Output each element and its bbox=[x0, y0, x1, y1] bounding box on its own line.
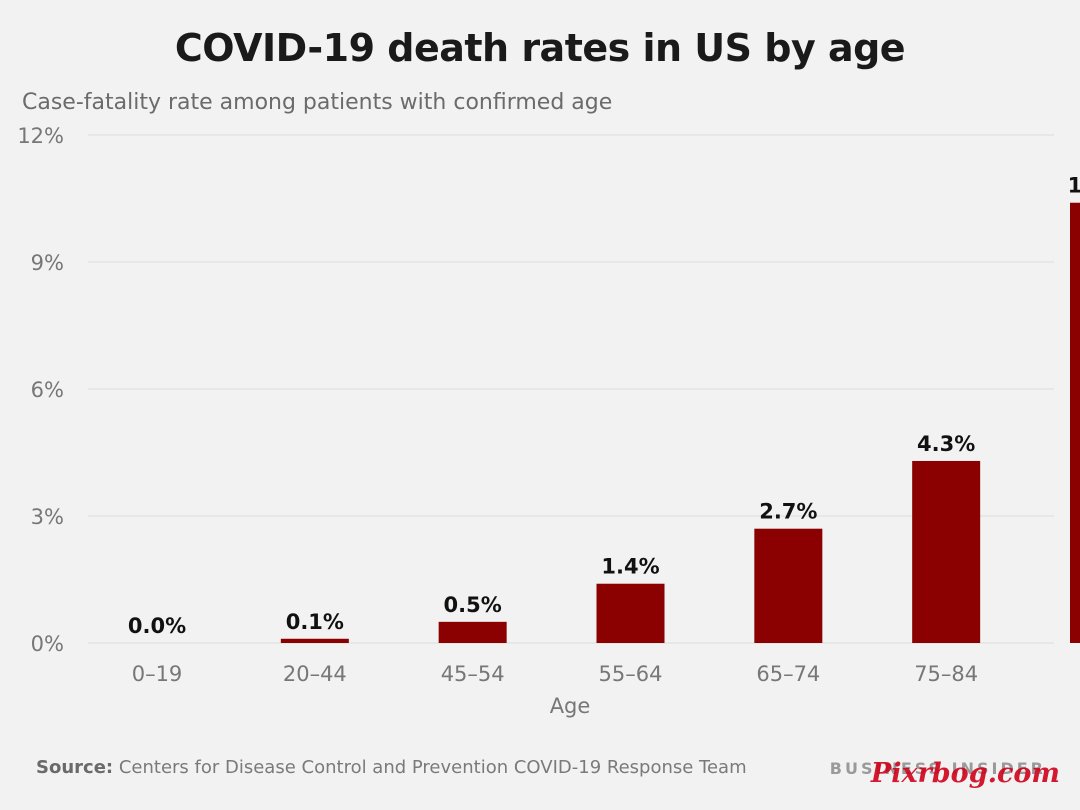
x-axis-label: Age bbox=[550, 694, 591, 718]
source-text: Centers for Disease Control and Preventi… bbox=[118, 757, 747, 778]
bar bbox=[754, 528, 823, 643]
bar bbox=[912, 460, 981, 643]
x-tick-label: 65–74 bbox=[756, 662, 820, 686]
chart-subtitle: Case-fatality rate among patients with c… bbox=[22, 90, 613, 115]
bar bbox=[1070, 202, 1080, 643]
x-tick-label: 45–54 bbox=[441, 662, 505, 686]
y-tick-label: 6% bbox=[31, 378, 64, 402]
x-tick-label: 75–84 bbox=[914, 662, 978, 686]
x-tick-label: 55–64 bbox=[599, 662, 663, 686]
y-tick-label: 9% bbox=[31, 251, 64, 275]
y-tick-label: 12% bbox=[17, 124, 64, 148]
source-note: Source: Centers for Disease Control and … bbox=[36, 757, 747, 778]
y-tick-label: 0% bbox=[31, 632, 64, 656]
bar bbox=[438, 621, 507, 643]
x-tick-label: 0–19 bbox=[132, 662, 183, 686]
brand-logo: BUSINESS INSIDER bbox=[829, 759, 1046, 778]
bar bbox=[596, 583, 665, 643]
bar bbox=[280, 638, 349, 643]
watermark: Pixrbog.com bbox=[870, 758, 1060, 789]
bar-value-label: 4.3% bbox=[917, 432, 975, 456]
bar-value-label: 0.0% bbox=[128, 614, 186, 638]
bar-value-label: 2.7% bbox=[759, 500, 817, 524]
bar-value-label: 0.1% bbox=[286, 610, 344, 634]
bar-value-label: 1.4% bbox=[601, 555, 659, 579]
chart-title: COVID-19 death rates in US by age bbox=[174, 26, 906, 70]
source-label: Source: bbox=[36, 757, 114, 778]
bar-value-label: 10.4% bbox=[1068, 174, 1080, 198]
y-tick-label: 3% bbox=[31, 505, 64, 529]
x-tick-label: 20–44 bbox=[283, 662, 347, 686]
bar-value-label: 0.5% bbox=[444, 593, 502, 617]
